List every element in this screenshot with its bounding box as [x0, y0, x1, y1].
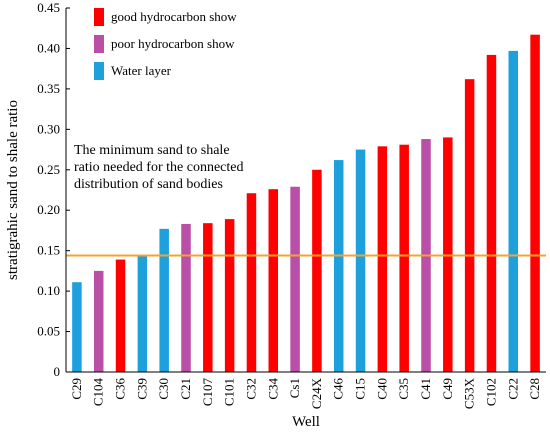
x-tick-label: C41 [418, 378, 433, 400]
threshold-annotation: distribution of sand bodies [74, 177, 223, 192]
y-tick-label: 0.35 [37, 81, 60, 96]
x-tick-label: C101 [222, 378, 237, 406]
bar-c22 [508, 50, 519, 372]
x-tick-label: C36 [113, 378, 128, 400]
bar-c30 [159, 228, 169, 372]
legend: good hydrocarbon show poor hydrocarbon sh… [94, 8, 237, 80]
bar-c28 [530, 34, 540, 373]
bars [72, 34, 540, 373]
y-tick-label: 0.05 [37, 324, 60, 339]
y-tick-label: 0.40 [37, 40, 60, 55]
legend-label-poor: poor hydrocarbon show [111, 36, 235, 51]
x-tick-label: C39 [134, 378, 149, 400]
legend-swatch-water [94, 62, 104, 80]
bar-c24x [312, 169, 322, 372]
bar-c39 [137, 256, 148, 372]
bar-c36 [115, 259, 126, 372]
x-tick-label: C30 [156, 378, 171, 400]
y-tick-label: 0.15 [37, 243, 60, 258]
x-tick-label: C40 [374, 378, 389, 400]
y-axis-ticks: 0 0.05 0.10 0.15 0.20 0.25 0.30 0.35 0.40 0.45 [37, 0, 70, 379]
bar-c53x [464, 79, 475, 372]
bar-c29 [72, 282, 82, 372]
threshold-annotation: ratio needed for the connected [74, 160, 243, 175]
x-tick-label: C53X [462, 377, 477, 409]
x-tick-label: C21 [178, 378, 193, 400]
legend-swatch-good [94, 8, 104, 26]
x-tick-label: C29 [69, 378, 84, 400]
bar-c46 [333, 160, 344, 372]
x-tick-label: C15 [353, 378, 368, 400]
y-tick-label: 0.20 [37, 202, 60, 217]
bar-c35 [399, 144, 409, 372]
y-axis-label: stratigrahic sand to shale ratio [5, 100, 21, 280]
x-tick-label: C28 [527, 378, 542, 400]
legend-swatch-poor [94, 35, 104, 53]
x-tick-label: C46 [331, 378, 346, 400]
bar-c34 [268, 189, 279, 372]
x-axis-label: Well [292, 414, 320, 430]
y-tick-label: 0 [54, 364, 61, 379]
x-tick-label: C34 [265, 378, 280, 400]
threshold-group: The minimum sand to shale ratio needed fo… [66, 143, 546, 257]
bar-c15 [355, 149, 366, 372]
bar-cs1 [290, 186, 300, 372]
x-tick-label: Cs1 [287, 378, 302, 398]
x-tick-label: C22 [505, 378, 520, 400]
bar-c21 [181, 223, 191, 372]
bar-c101 [224, 219, 235, 372]
bar-c40 [377, 146, 388, 372]
x-tick-label: C24X [309, 377, 324, 409]
legend-label-water: Water layer [111, 63, 172, 78]
legend-label-good: good hydrocarbon show [111, 9, 237, 24]
y-tick-label: 0.10 [37, 283, 60, 298]
bar-c32 [246, 193, 257, 372]
x-axis-ticks: C29 C104 C36 C39 C30 C21 C107 C101 C32 C34 Cs1 C24X… [69, 377, 542, 409]
x-tick-label: C107 [200, 378, 215, 407]
x-tick-label: C35 [396, 378, 411, 400]
x-tick-label: C49 [440, 378, 455, 400]
x-tick-label: C32 [243, 378, 258, 400]
x-tick-label: C104 [91, 378, 106, 407]
y-tick-label: 0.45 [37, 0, 60, 15]
y-tick-label: 0.30 [37, 121, 60, 136]
x-tick-label: C102 [483, 378, 498, 406]
bar-c107 [203, 223, 213, 372]
bar-c104 [93, 270, 104, 372]
bar-c102 [486, 54, 497, 372]
y-tick-label: 0.25 [37, 162, 60, 177]
threshold-annotation: The minimum sand to shale [74, 143, 230, 158]
